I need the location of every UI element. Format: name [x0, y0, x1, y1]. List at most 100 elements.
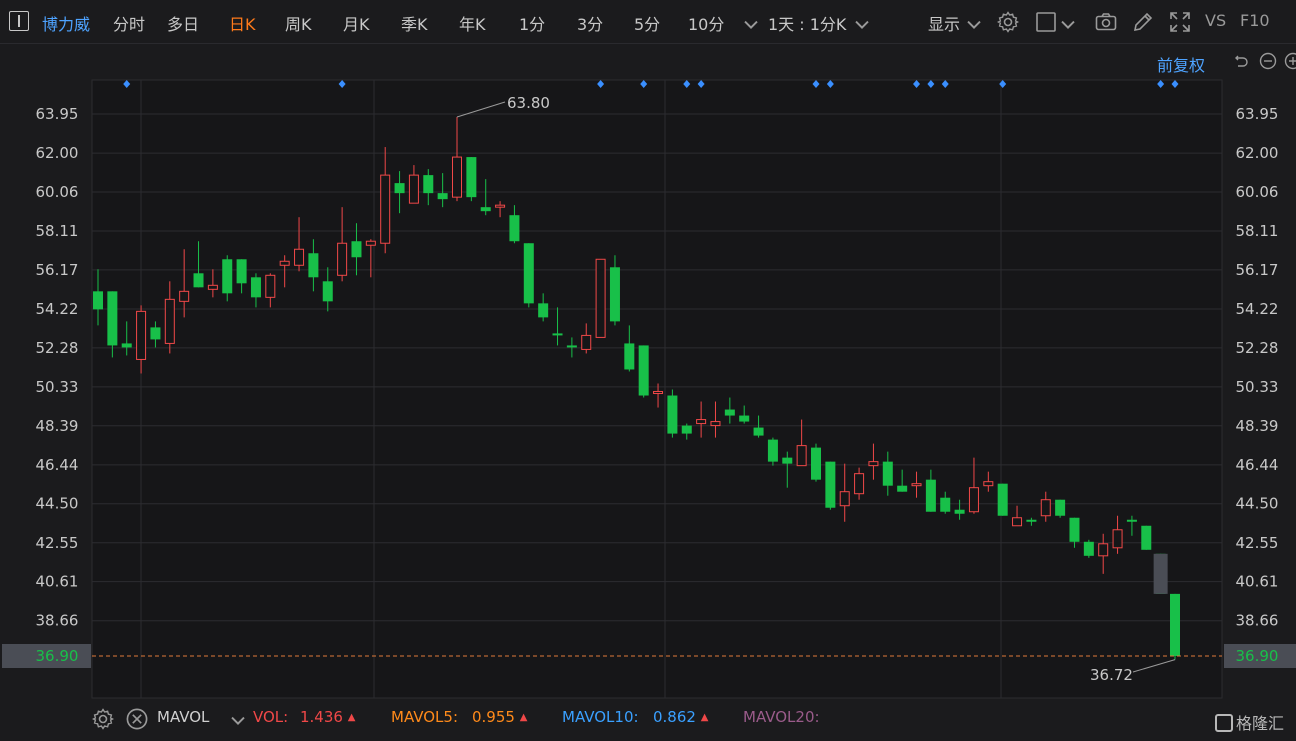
current-price-tag-left — [2, 644, 91, 668]
more-periods-chevron-icon[interactable] — [739, 12, 759, 32]
candle-body-56 — [897, 485, 908, 492]
candle-body-1 — [107, 291, 118, 346]
layout-square-icon[interactable] — [1034, 10, 1058, 34]
candle-body-53 — [854, 473, 865, 495]
tab-fenshi[interactable]: 分时 — [113, 15, 146, 34]
candle-body-3 — [136, 310, 147, 360]
candle-body-38 — [638, 345, 649, 396]
y-tick-right-4: 56.17 — [1236, 261, 1279, 279]
y-tick-right-13: 38.66 — [1236, 612, 1279, 630]
candle-body-18 — [351, 241, 362, 258]
candle-body-23 — [423, 175, 434, 194]
interval-chevron-icon[interactable] — [850, 12, 870, 32]
y-tick-right-9: 46.44 — [1236, 456, 1279, 474]
indicator-chevron-icon[interactable] — [226, 708, 245, 726]
tab-1min[interactable]: 1分 — [519, 15, 546, 34]
candlestick-chart[interactable]: 63.95 63.95 62.00 62.00 60.06 60.06 58.11 58.11… — [0, 44, 1296, 701]
candle-body-0 — [93, 291, 103, 310]
candle-body-63 — [997, 483, 1008, 516]
indicator-name[interactable]: MAVOL — [157, 708, 210, 726]
y-tick-right-0: 63.95 — [1236, 105, 1279, 123]
candle-body-65 — [1026, 519, 1037, 522]
y-tick-right-5: 54.22 — [1236, 300, 1279, 318]
f10-button[interactable]: F10 — [1240, 11, 1270, 30]
tab-10min[interactable]: 10分 — [688, 15, 725, 34]
display-menu[interactable]: 显示 — [928, 15, 961, 34]
fullscreen-icon[interactable] — [1168, 10, 1192, 34]
candle-body-11 — [250, 277, 261, 298]
candle-body-75 — [1170, 593, 1180, 656]
candle-body-16 — [322, 281, 333, 302]
candle-body-61 — [968, 487, 979, 513]
candle-body-48 — [782, 457, 793, 464]
y-tick-left-6: 52.28 — [36, 339, 79, 357]
tab-month-k[interactable]: 月K — [343, 15, 370, 34]
tab-5min[interactable]: 5分 — [634, 15, 661, 34]
candle-body-39 — [653, 391, 664, 395]
candle-body-12 — [265, 274, 276, 298]
event-marker-4 — [683, 80, 691, 88]
sidebar-toggle-icon[interactable] — [9, 11, 29, 31]
candle-body-46 — [753, 427, 764, 436]
event-marker-5 — [697, 80, 705, 88]
candle-body-60 — [954, 509, 965, 514]
candle-body-21 — [394, 183, 405, 194]
candle-body-71 — [1112, 529, 1123, 549]
volume-indicator-bar: MAVOL VOL: 1.436 ▲ MAVOL5: 0.955 ▲ MAVOL… — [0, 701, 1296, 741]
watermark-text: 格隆汇 — [1236, 714, 1285, 733]
candle-body-26 — [466, 157, 477, 198]
stock-name[interactable]: 博力威 — [42, 15, 91, 34]
display-chevron-icon[interactable] — [962, 12, 982, 32]
undo-icon[interactable] — [1232, 52, 1250, 70]
current-price-label-right: 36.90 — [1236, 647, 1279, 665]
candle-body-29 — [509, 215, 520, 242]
candle-body-64 — [1012, 517, 1023, 527]
zoom-in-icon[interactable] — [1284, 52, 1296, 70]
chart-toolbar: 博力威 分时 多日 日K 周K 月K 季K 年K 1分 3分 5分 10分 1天… — [0, 0, 1296, 44]
tab-week-k[interactable]: 周K — [285, 15, 312, 34]
indicator-close-icon[interactable] — [125, 707, 148, 730]
camera-icon[interactable] — [1094, 10, 1118, 34]
y-tick-left-7: 50.33 — [36, 378, 79, 396]
layout-chevron-icon[interactable] — [1056, 12, 1076, 32]
indicator-settings-gear-icon[interactable] — [91, 707, 115, 730]
tab-season-k[interactable]: 季K — [401, 15, 428, 34]
tab-day-k[interactable]: 日K — [229, 15, 256, 34]
candle-body-7 — [193, 273, 204, 288]
tab-3min[interactable]: 3分 — [577, 15, 604, 34]
event-marker-3 — [640, 80, 648, 88]
y-tick-right-11: 42.55 — [1236, 534, 1279, 552]
high-leader-line — [456, 101, 506, 118]
zoom-out-icon[interactable] — [1259, 52, 1277, 70]
y-tick-left-13: 38.66 — [36, 612, 79, 630]
candle-body-40 — [667, 395, 678, 434]
kline-chart-area[interactable]: 63.95 63.95 62.00 62.00 60.06 60.06 58.11 58.11… — [0, 44, 1296, 701]
candle-body-10 — [236, 259, 247, 284]
candle-body-32 — [552, 333, 563, 336]
candle-body-68 — [1069, 517, 1080, 542]
candle-body-22 — [408, 174, 419, 204]
candle-body-62 — [983, 481, 994, 487]
tab-multi-day[interactable]: 多日 — [167, 15, 200, 34]
settings-gear-icon[interactable] — [996, 10, 1020, 34]
y-tick-right-2: 60.06 — [1236, 183, 1279, 201]
gap-box — [1153, 553, 1168, 594]
y-tick-left-4: 56.17 — [36, 261, 79, 279]
event-marker-0 — [123, 80, 131, 88]
candle-body-34 — [581, 334, 592, 350]
price-adjustment-selector[interactable]: 前复权 — [1157, 56, 1206, 75]
compare-vs-button[interactable]: VS — [1205, 11, 1227, 30]
tab-year-k[interactable]: 年K — [459, 15, 486, 34]
mavol5-value: 0.955 ▲ — [472, 708, 528, 726]
candle-body-30 — [523, 243, 534, 304]
candle-body-55 — [882, 461, 893, 486]
watermark-logo-icon — [1215, 714, 1233, 732]
candle-body-66 — [1040, 499, 1051, 517]
candle-body-54 — [868, 461, 879, 467]
draw-pencil-icon[interactable] — [1131, 10, 1155, 34]
y-tick-left-12: 40.61 — [36, 573, 79, 591]
candle-body-51 — [825, 461, 836, 508]
y-tick-right-6: 52.28 — [1236, 339, 1279, 357]
plot-frame — [91, 79, 1223, 699]
interval-selector[interactable]: 1天 : 1分K — [768, 15, 847, 34]
